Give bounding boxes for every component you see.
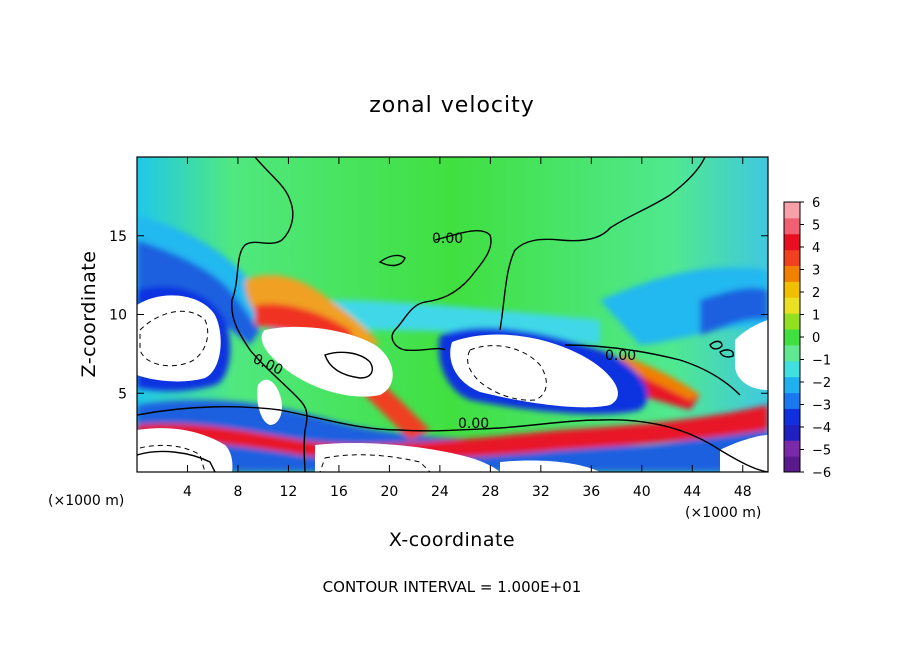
colorbar (783, 201, 801, 473)
x-tick-label: 16 (330, 484, 348, 500)
colorbar-tick-label: −6 (812, 466, 831, 481)
y-axis-title: Z-coordinate (78, 251, 100, 378)
x-tick-label: 40 (633, 484, 651, 500)
colorbar-swatch (784, 202, 800, 219)
colorbar-swatch (784, 392, 800, 409)
x-tick-label: 4 (183, 484, 192, 500)
colorbar-swatch (784, 424, 800, 441)
y-tick-label: 10 (109, 308, 127, 324)
x-tick-label: 44 (683, 484, 701, 500)
colorbar-tick-label: −5 (812, 444, 831, 459)
y-axis-unit: (×1000 m) (48, 493, 124, 509)
colorbar-swatch (784, 233, 800, 251)
x-tick-label: 48 (734, 484, 752, 500)
x-axis-ticks: 4 8 12 16 20 24 28 32 36 40 44 48 (183, 157, 752, 500)
colorbar-swatch (784, 329, 800, 346)
x-tick-label: 32 (532, 484, 550, 500)
colorbar-swatch (784, 456, 800, 473)
y-axis-ticks: 5 10 15 (109, 229, 768, 402)
x-axis-unit: (×1000 m) (685, 505, 761, 521)
colorbar-swatch (784, 440, 800, 457)
colorbar-tick-label: 2 (812, 286, 820, 301)
x-tick-label: 20 (380, 484, 398, 500)
x-axis-title: X-coordinate (389, 529, 515, 551)
contour-label: 0.00 (605, 348, 636, 364)
x-tick-label: 24 (431, 484, 449, 500)
colorbar-swatch (784, 281, 800, 298)
contour-label: 0.00 (432, 231, 463, 247)
colorbar-swatch (784, 217, 800, 235)
contour-label: 0.00 (458, 416, 489, 432)
heatmap-field (137, 157, 768, 472)
colorbar-swatch (784, 376, 800, 394)
colorbar-tick-labels: 6 5 4 3 2 1 0 −1 −2 −3 −4 −5 −6 (800, 196, 831, 481)
colorbar-tick-label: 1 (812, 309, 820, 324)
x-tick-label: 28 (481, 484, 499, 500)
colorbar-tick-label: −4 (812, 421, 831, 436)
y-tick-label: 5 (118, 386, 127, 402)
colorbar-swatch (784, 249, 800, 267)
x-tick-label: 12 (280, 484, 298, 500)
contour-interval-note: CONTOUR INTERVAL = 1.000E+01 (323, 578, 582, 596)
colorbar-swatch (784, 408, 800, 425)
colorbar-tick-label: −1 (812, 354, 831, 369)
colorbar-swatch (784, 344, 800, 362)
colorbar-tick-label: 5 (812, 219, 820, 234)
colorbar-tick-label: 0 (812, 331, 820, 346)
colorbar-tick-label: 6 (812, 196, 820, 211)
y-tick-label: 15 (109, 229, 127, 245)
x-tick-label: 36 (582, 484, 600, 500)
chart-title: zonal velocity (369, 93, 535, 118)
x-tick-label: 8 (233, 484, 242, 500)
colorbar-tick-label: −2 (812, 376, 831, 391)
colorbar-tick-label: 4 (812, 241, 820, 256)
colorbar-swatch (784, 265, 800, 282)
colorbar-swatch (784, 313, 800, 330)
colorbar-tick-label: −3 (812, 399, 831, 414)
colorbar-tick-label: 3 (812, 264, 820, 279)
colorbar-swatch (784, 297, 800, 314)
colorbar-swatch (784, 360, 800, 378)
